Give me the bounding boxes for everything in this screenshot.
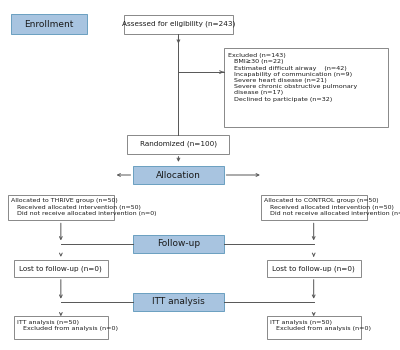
Text: Excluded (n=143)
   BMI≥30 (n=22)
   Estimated difficult airway    (n=42)
   Inc: Excluded (n=143) BMI≥30 (n=22) Estimated…: [228, 53, 358, 102]
Bar: [133, 166, 224, 184]
Bar: [11, 14, 87, 34]
Text: Enrollment: Enrollment: [24, 20, 74, 29]
Bar: [128, 135, 230, 154]
Bar: [8, 195, 114, 220]
Text: Follow-up: Follow-up: [157, 239, 200, 248]
Bar: [14, 260, 108, 277]
Text: Allocation: Allocation: [156, 170, 201, 180]
Text: ITT analysis: ITT analysis: [152, 298, 205, 306]
Bar: [14, 316, 108, 339]
Text: Assessed for eligibility (n=243): Assessed for eligibility (n=243): [122, 21, 235, 27]
Text: Randomized (n=100): Randomized (n=100): [140, 141, 217, 147]
Text: ITT analysis (n=50)
   Excluded from analysis (n=0): ITT analysis (n=50) Excluded from analys…: [270, 320, 371, 331]
Bar: [224, 48, 388, 127]
Bar: [124, 15, 233, 34]
Text: Lost to follow-up (n=0): Lost to follow-up (n=0): [20, 265, 102, 272]
Text: Allocated to CONTROL group (n=50)
   Received allocated intervention (n=50)
   D: Allocated to CONTROL group (n=50) Receiv…: [264, 198, 400, 216]
Bar: [261, 195, 367, 220]
Bar: [267, 260, 361, 277]
Text: ITT analysis (n=50)
   Excluded from analysis (n=0): ITT analysis (n=50) Excluded from analys…: [17, 320, 118, 331]
Text: Allocated to THRIVE group (n=50)
   Received allocated intervention (n=50)
   Di: Allocated to THRIVE group (n=50) Receive…: [11, 198, 156, 216]
Bar: [267, 316, 361, 339]
Bar: [133, 235, 224, 252]
Text: Lost to follow-up (n=0): Lost to follow-up (n=0): [272, 265, 355, 272]
Bar: [133, 293, 224, 311]
